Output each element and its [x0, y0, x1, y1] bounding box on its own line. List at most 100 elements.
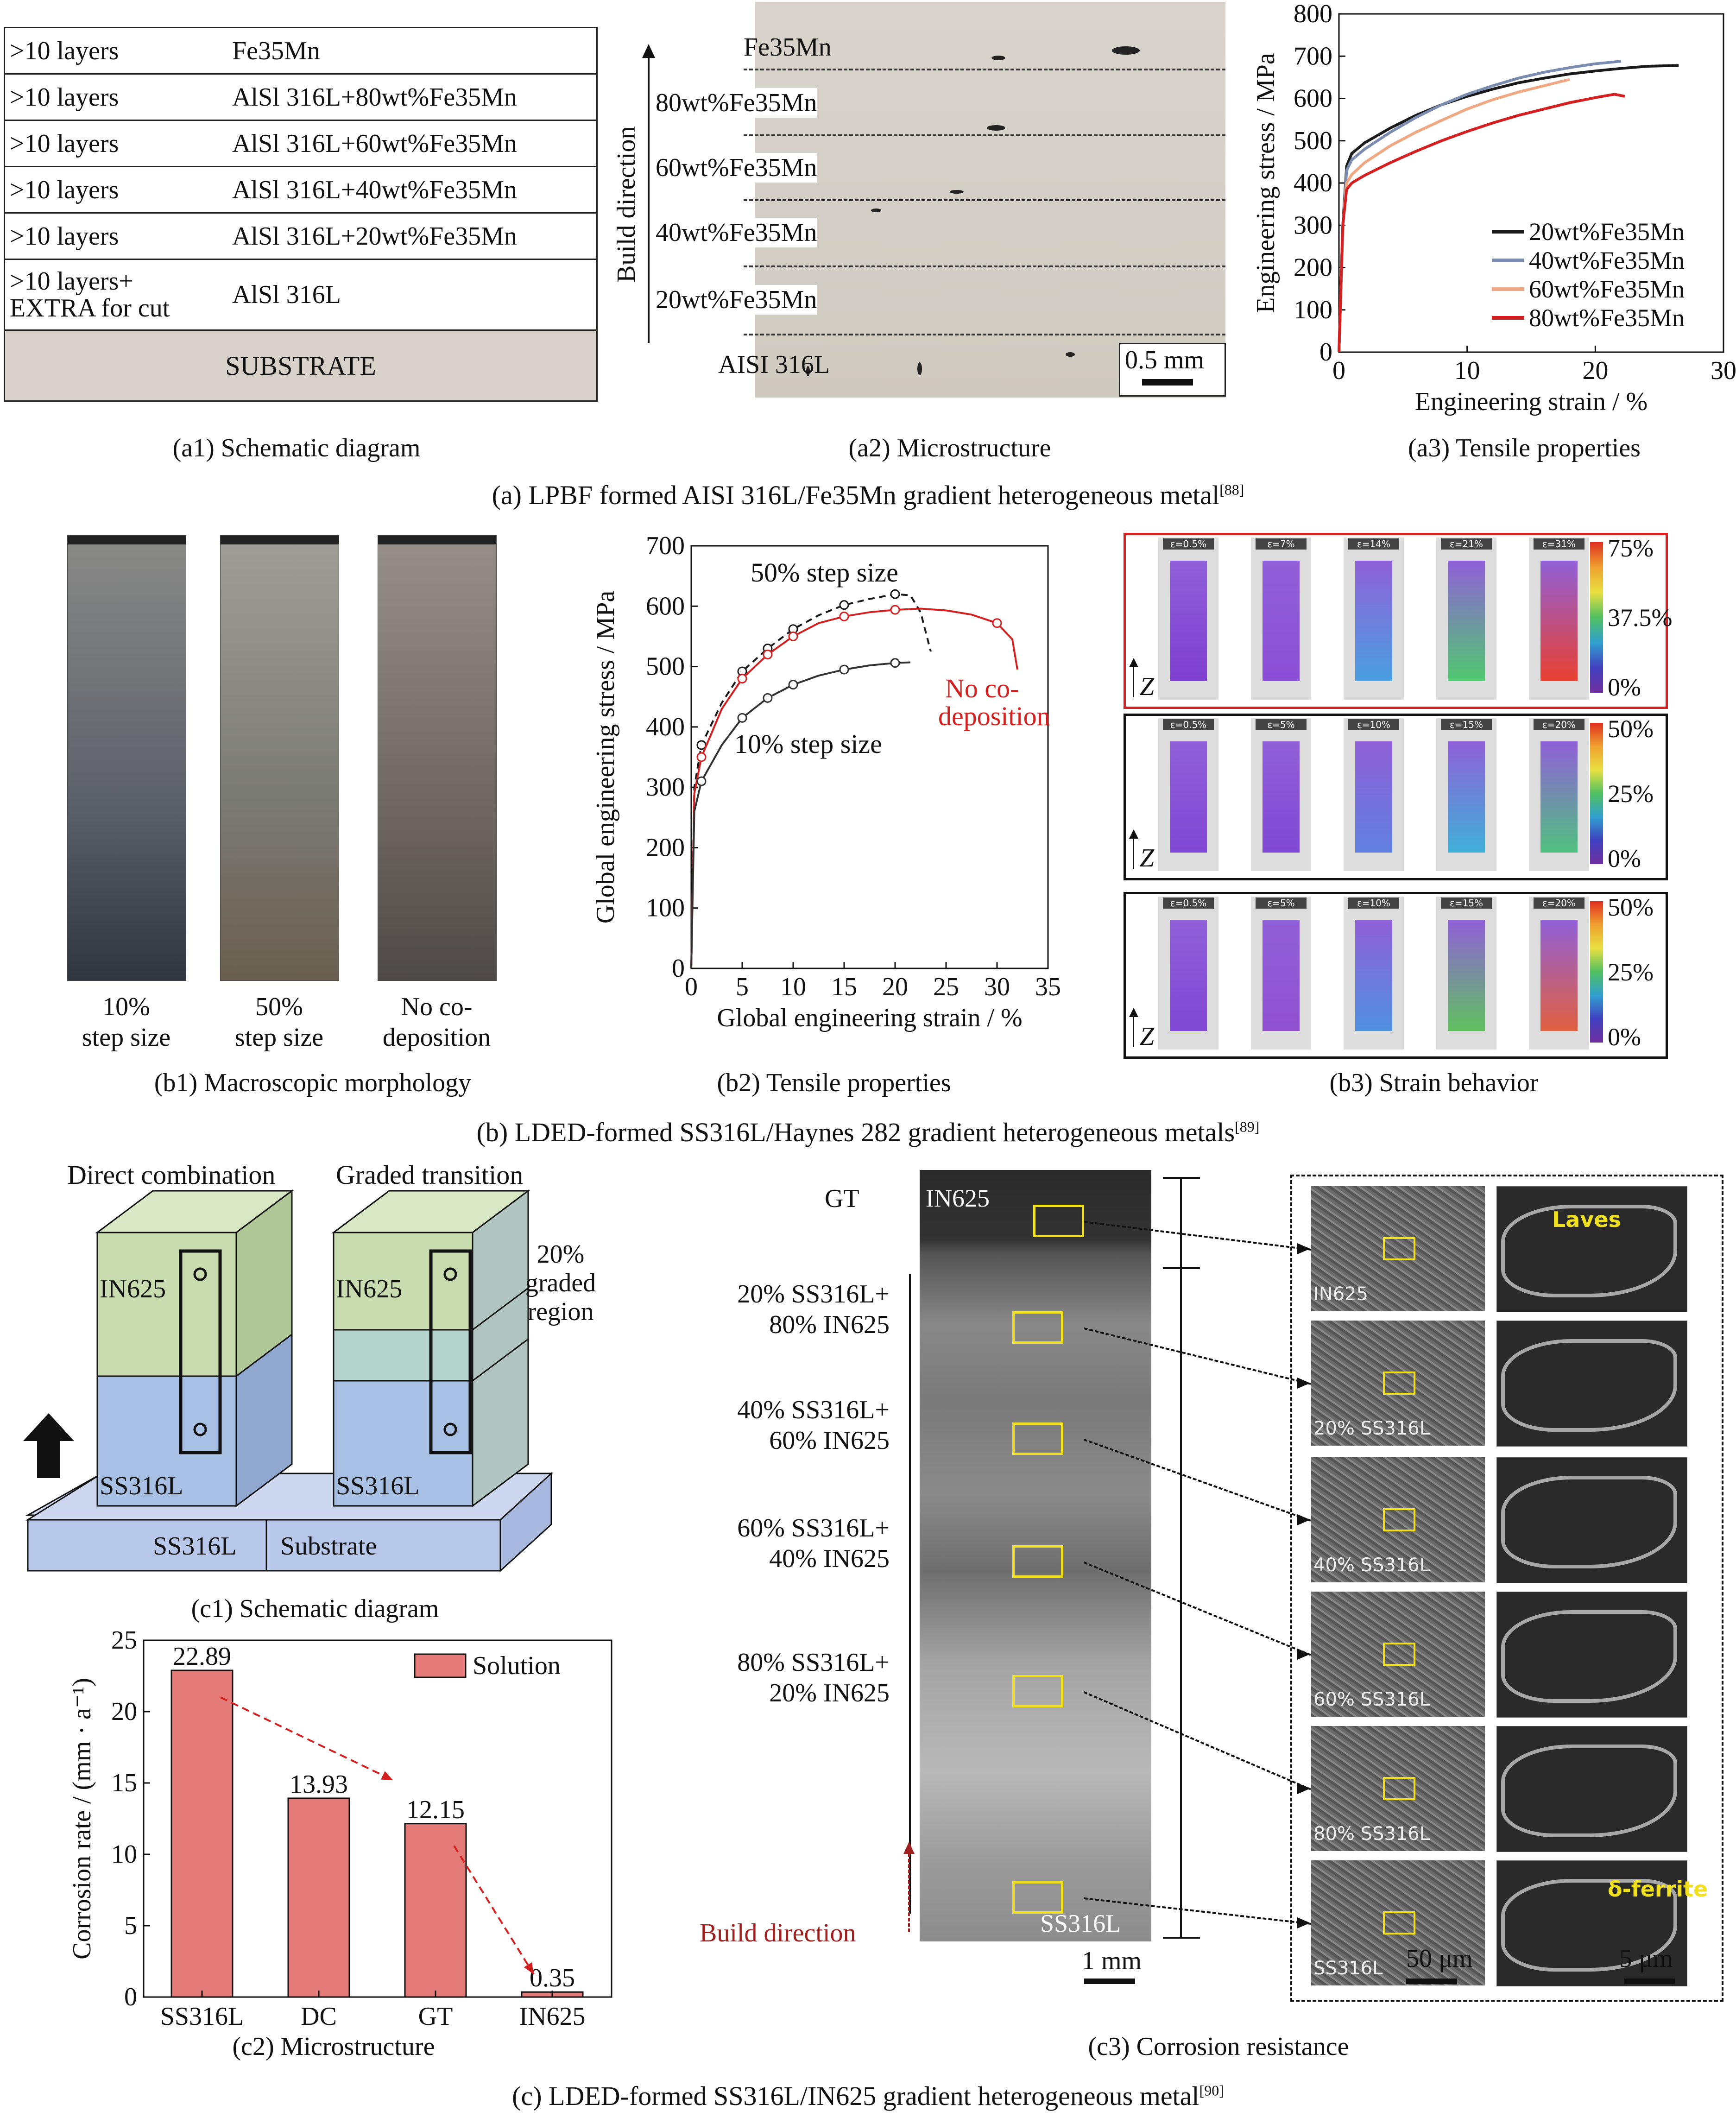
y-tick-label: 100	[646, 894, 685, 923]
colorbar	[1590, 723, 1603, 864]
sample-label: No co- deposition	[382, 992, 491, 1052]
x-axis-label: Global engineering strain / %	[717, 1004, 1022, 1032]
x-tick-label: 10	[1454, 356, 1480, 385]
scale-bar	[1142, 379, 1193, 386]
ss316l-label: SS316L	[336, 1472, 420, 1500]
specimen-hole	[193, 1267, 207, 1281]
data-point	[788, 631, 798, 641]
z-axis-arrow-head	[1129, 1008, 1138, 1017]
z-axis-label: Z	[1140, 1022, 1155, 1051]
x-tick-label: 10	[780, 973, 806, 1001]
strain-map	[1170, 741, 1207, 853]
sem-phase-network	[1501, 1339, 1677, 1432]
colorbar	[1590, 542, 1603, 693]
y-tick-label: 500	[1294, 126, 1332, 155]
layer-label: 20wt%Fe35Mn	[656, 285, 817, 315]
scale-1mm-label: 1 mm	[1082, 1947, 1142, 1975]
layer-count-cell: >10 layers	[10, 175, 119, 204]
a3-tensile-chart: 0 10 20 300100200300400500600700800Engineer…	[1251, 0, 1736, 416]
data-point	[890, 658, 900, 668]
data-point	[890, 589, 900, 599]
substrate-front	[27, 1519, 501, 1572]
sem-zoom-box	[1383, 1643, 1415, 1666]
scale-5um-bar	[1624, 1979, 1675, 1984]
c2-caption: (c2) Microstructure	[232, 2032, 435, 2061]
data-point	[992, 618, 1002, 628]
region-marker	[1012, 1545, 1063, 1578]
build-direction-label: Build direction	[612, 126, 641, 283]
strain-map	[1448, 920, 1485, 1031]
layer-material-cell: AlSl 316L+20wt%Fe35Mn	[232, 221, 517, 251]
substrate-side	[499, 1472, 552, 1573]
sem-zoom-box	[1383, 1372, 1415, 1395]
graded-transition-label: Graded transition	[336, 1163, 523, 1190]
strain-map	[1355, 920, 1392, 1031]
c-caption: (c) LDED-formed SS316L/IN625 gradient he…	[512, 2081, 1224, 2111]
z-axis-arrow-head	[1129, 658, 1138, 667]
strain-map	[1540, 920, 1578, 1031]
scale-1mm-bar	[1084, 1979, 1135, 1984]
data-point	[737, 674, 747, 684]
bar	[287, 1797, 350, 1998]
y-tick-label: 700	[1294, 42, 1332, 70]
series-line	[1338, 64, 1679, 353]
block-graded-front	[333, 1329, 473, 1382]
build-direction-arrow	[908, 1853, 910, 1932]
pore-mark	[987, 125, 1005, 131]
layer-material-cell: Fe35Mn	[232, 36, 320, 65]
pore-mark	[1066, 352, 1075, 357]
zone-label: 20% SS316L+ 80% IN625	[737, 1280, 890, 1339]
x-tick-label: 30	[984, 973, 1010, 1001]
x-tick-label: IN625	[519, 2002, 585, 2029]
sample-photo	[220, 535, 339, 981]
colorbar-label: 37.5%	[1608, 604, 1673, 632]
x-tick-label: SS316L	[160, 2002, 244, 2029]
b3-caption: (b3) Strain behavior	[1329, 1068, 1539, 1097]
series-line	[1338, 60, 1621, 353]
layer-material-cell: AlSl 316L	[232, 280, 341, 309]
x-tick-label: 25	[933, 973, 959, 1001]
scale-50um-label: 50 μm	[1406, 1944, 1473, 1973]
strain-map	[1170, 561, 1207, 681]
data-point	[763, 650, 773, 660]
layer-boundary-line	[744, 134, 1225, 136]
layer-count-cell: >10 layers	[10, 129, 119, 158]
colorbar-label: 25%	[1608, 780, 1654, 808]
sem-label: 80% SS316L	[1313, 1823, 1430, 1845]
bar-value-label: 12.15	[406, 1795, 465, 1824]
region-marker	[1012, 1881, 1063, 1914]
legend-swatch	[414, 1653, 467, 1678]
y-tick-label: 300	[1294, 211, 1332, 240]
layer-count-cell: >10 layers	[10, 36, 119, 65]
series-line	[690, 607, 1018, 969]
substrate-label: Substrate	[280, 1532, 377, 1561]
x-tick-label: 0	[1332, 356, 1345, 385]
data-point	[696, 776, 707, 786]
block-edge	[472, 1338, 529, 1382]
table-row: >10 layers AlSl 316L+60wt%Fe35Mn	[5, 121, 596, 167]
strain-label: ε=7%	[1256, 538, 1307, 550]
zone-label: 60% SS316L+ 40% IN625	[737, 1514, 890, 1573]
layer-label: 80wt%Fe35Mn	[656, 88, 817, 118]
table-row: >10 layers AlSl 316L+80wt%Fe35Mn	[5, 75, 596, 121]
layer-label: 40wt%Fe35Mn	[656, 218, 817, 247]
bar-value-label: 13.93	[290, 1770, 348, 1799]
sample-label: 50% step size	[234, 992, 324, 1052]
c3-caption: (c3) Corrosion resistance	[1088, 2032, 1349, 2061]
layer-label: AISI 316L	[718, 350, 830, 379]
in625-label: IN625	[336, 1275, 402, 1303]
region-tick	[1163, 1177, 1200, 1179]
a-caption: (a) LPBF formed AISI 316L/Fe35Mn gradien…	[492, 480, 1244, 510]
ss316l-label: SS316L	[100, 1472, 183, 1500]
colorbar-label: 0%	[1608, 673, 1641, 701]
sem-label: 60% SS316L	[1313, 1689, 1430, 1710]
zone-label: 40% SS316L+ 60% IN625	[737, 1396, 890, 1455]
strain-label: ε=15%	[1441, 898, 1492, 909]
y-tick-label: 0	[1319, 338, 1332, 367]
colorbar-label: 75%	[1608, 534, 1654, 562]
sem-low-mag	[1311, 1321, 1485, 1446]
data-point	[890, 605, 900, 615]
sem-label: IN625	[1313, 1283, 1369, 1305]
colorbar-label: 25%	[1608, 958, 1654, 986]
specimen-hole	[443, 1422, 457, 1436]
